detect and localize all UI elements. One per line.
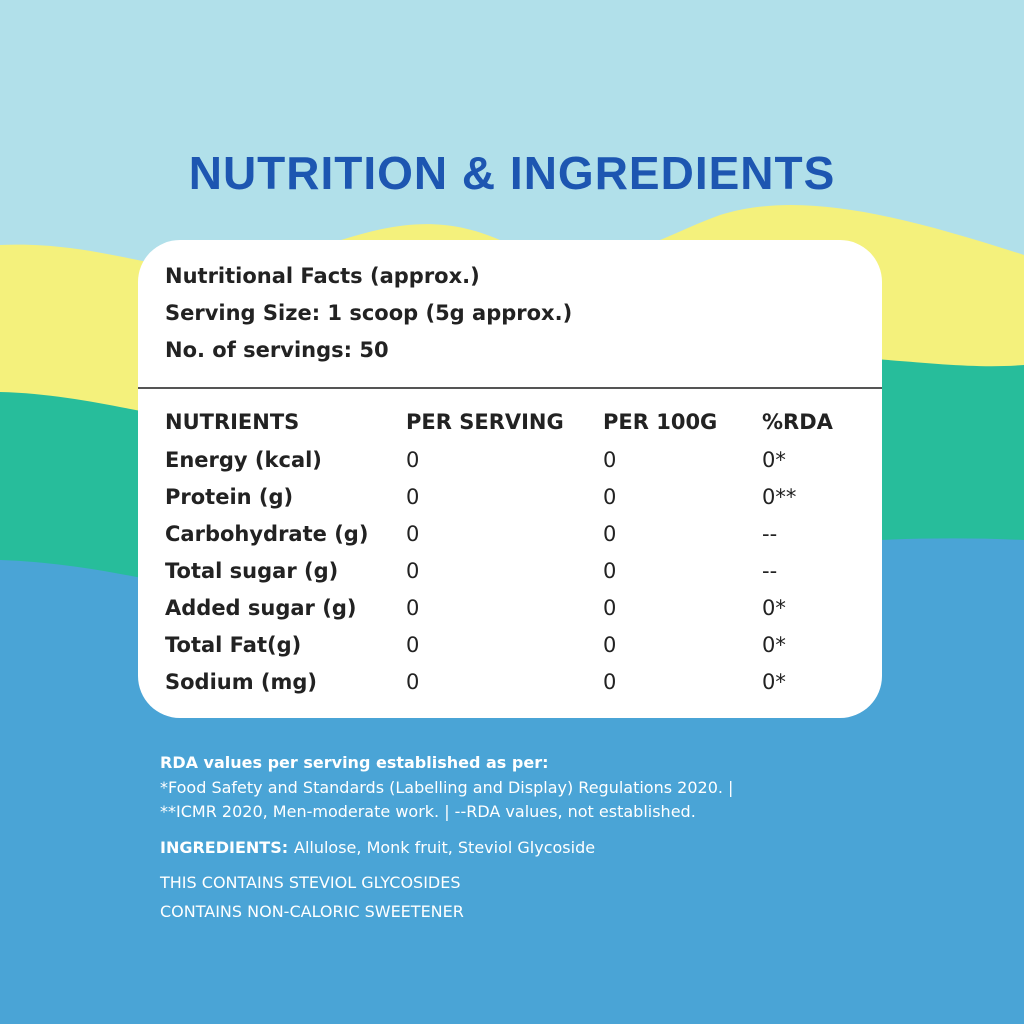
nutrient-name: Total Fat(g) [165,633,302,657]
divider [138,387,882,389]
table-value: 0 [406,448,420,472]
rda-note: *Food Safety and Standards (Labelling an… [160,778,734,797]
table-value: 0 [603,485,617,509]
table-value: -- [762,522,778,546]
ingredients-label: INGREDIENTS: [160,838,289,857]
nutrient-name: Added sugar (g) [165,596,357,620]
card-line: Serving Size: 1 scoop (5g approx.) [165,301,573,325]
nutrient-name: Total sugar (g) [165,559,339,583]
card-line: Nutritional Facts (approx.) [165,264,480,288]
nutrient-name: Energy (kcal) [165,448,322,472]
table-value: 0** [762,485,797,509]
card-line: No. of servings: 50 [165,338,389,362]
table-value: 0 [603,670,617,694]
table-value: 0* [762,670,786,694]
table-value: 0 [603,596,617,620]
table-value: 0 [406,522,420,546]
table-value: 0 [603,522,617,546]
nutrient-name: Protein (g) [165,485,294,509]
title: NUTRITION & INGREDIENTS [188,147,836,199]
table-value: 0* [762,448,786,472]
table-value: 0* [762,633,786,657]
table-value: 0 [406,633,420,657]
column-header: NUTRIENTS [165,410,300,434]
table-value: 0 [406,559,420,583]
table-value: 0 [603,559,617,583]
table-value: -- [762,559,778,583]
nutrient-name: Carbohydrate (g) [165,522,369,546]
rda-title: RDA values per serving established as pe… [160,753,549,772]
table-value: 0 [603,448,617,472]
table-value: 0 [406,485,420,509]
ingredients-text: Allulose, Monk fruit, Steviol Glycoside [294,838,596,857]
table-value: 0 [406,596,420,620]
column-header: PER 100G [603,410,718,434]
rda-note: **ICMR 2020, Men-moderate work. | --RDA … [160,802,696,821]
table-value: 0 [406,670,420,694]
table-value: 0* [762,596,786,620]
note: CONTAINS NON-CALORIC SWEETENER [160,902,464,921]
column-header: %RDA [762,410,833,434]
note: THIS CONTAINS STEVIOL GLYCOSIDES [160,873,461,892]
nutrition-card: Nutritional Facts (approx.) Serving Size:… [138,240,882,718]
nutrient-name: Sodium (mg) [165,670,318,694]
column-header: PER SERVING [406,410,564,434]
table-value: 0 [603,633,617,657]
